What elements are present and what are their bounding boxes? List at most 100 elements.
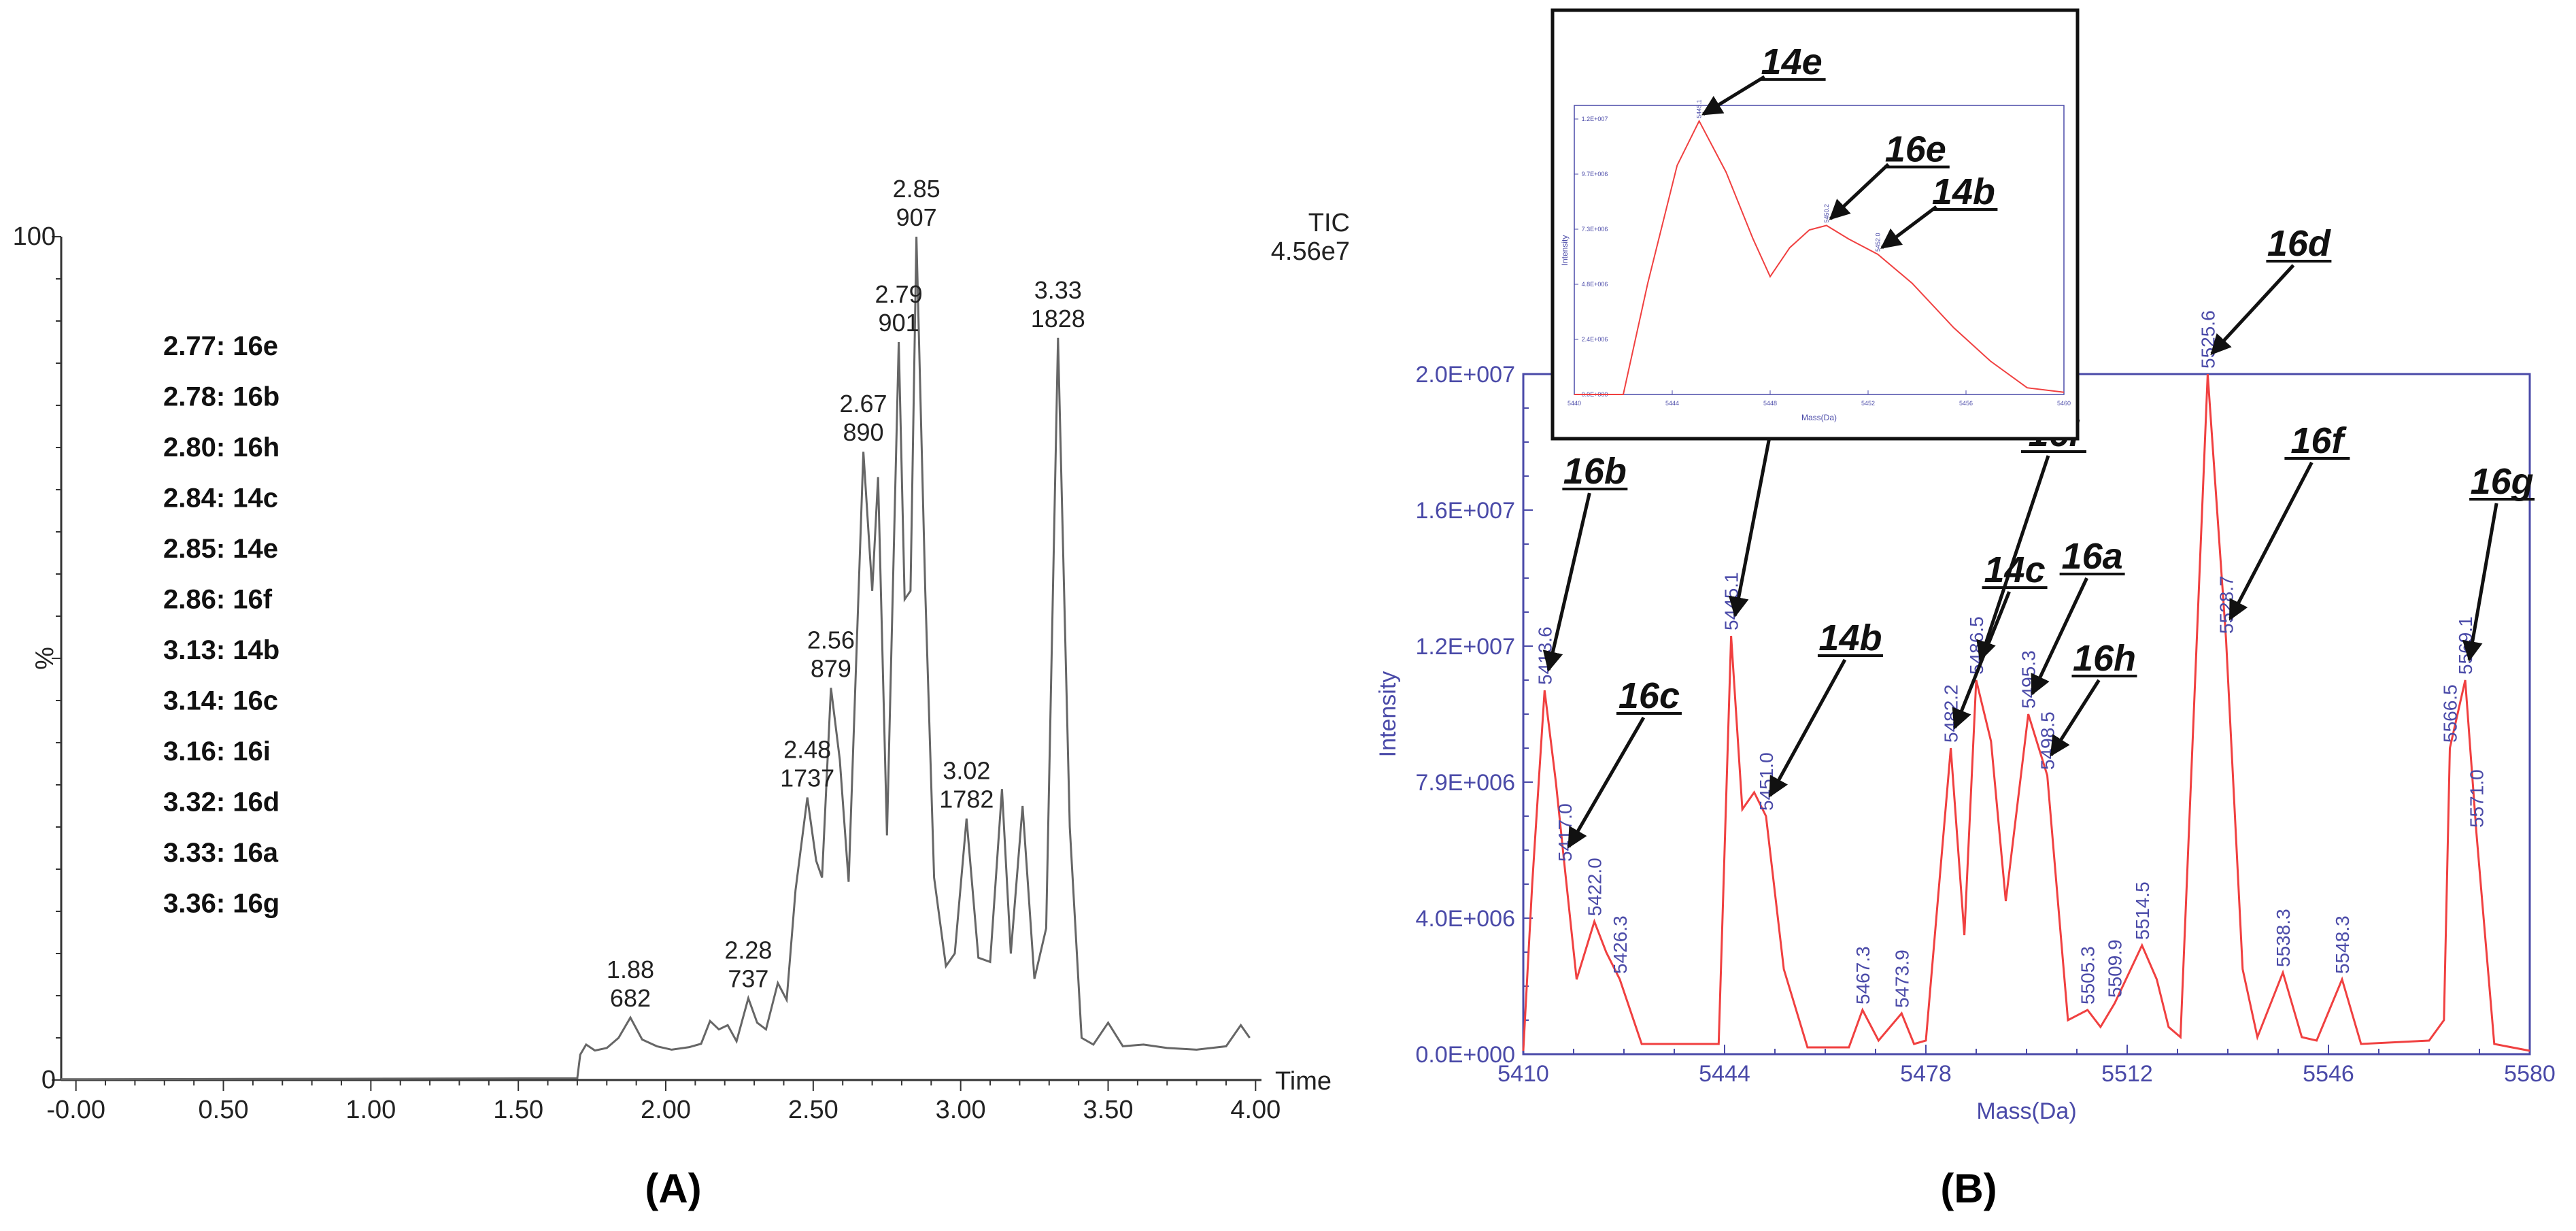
inset-peak-labels: 5445.1 5450.2 5452.0 [1696, 99, 1882, 252]
panel-a-legend-entry: 3.13: 14b [163, 635, 279, 665]
panel-b-annotation-16a: 16a [2031, 536, 2125, 696]
panel-b-mass-spectrum: 0.0E+000 4.0E+006 7.9E+006 1.2E+007 1.6E+007… [1375, 8, 2556, 1211]
inset-peak-label: 5445.1 [1696, 99, 1703, 118]
annotation-arrow [1952, 591, 2011, 730]
panel-a-legend-entry: 2.78: 16b [163, 382, 279, 412]
panel-a-y-ticks [52, 236, 61, 1081]
panel-b-peak-label: 5451.0 [1756, 752, 1777, 811]
panel-b-annotation-16f: 16f [2228, 420, 2350, 621]
panel-b-x-tick-label: 5478 [1900, 1061, 1952, 1087]
panel-a-peak-time: 2.79 [875, 280, 923, 308]
panel-a-peak-time: 2.85 [893, 175, 940, 203]
panel-b-annotation-16b: 16b [1542, 451, 1628, 672]
panel-b-compound-annotations: 16b16c14e14b16i14c16a16h16d16f16g [1542, 223, 2535, 849]
panel-a-peak-time: 3.33 [1034, 276, 1082, 304]
panel-a-peak-time: 2.56 [807, 626, 855, 654]
panel-a-x-tick-label: -0.00 [46, 1096, 105, 1124]
panel-a-y-tick-0: 0 [41, 1066, 56, 1094]
panel-b-x-tick-label: 5546 [2303, 1061, 2354, 1087]
annotation-label: 16h [2073, 638, 2136, 679]
panel-b-peak-label: 5514.5 [2132, 881, 2153, 940]
panel-b-peak-label: 5467.3 [1852, 946, 1874, 1005]
inset-x-tick-label: 5452 [1861, 400, 1875, 407]
panel-b-y-tick-label: 7.9E+006 [1415, 770, 1515, 796]
panel-b-label: (B) [1940, 1166, 1997, 1211]
annotation-arrow [1976, 455, 2050, 662]
panel-b-annotation-16g: 16g [2462, 461, 2535, 662]
annotation-label: 16a [2062, 536, 2123, 577]
annotation-label: 16c [1619, 675, 1680, 716]
inset-x-tick-label: 5456 [1959, 400, 1973, 407]
panel-a-x-label: Time [1275, 1067, 1332, 1096]
panel-a-y-label: % [31, 647, 59, 670]
inset-border [1550, 8, 2080, 441]
panel-b-x-tick-label: 5512 [2101, 1061, 2153, 1087]
panel-a-x-tick-label: 4.00 [1230, 1096, 1281, 1124]
panel-b-peak-label: 5422.0 [1584, 858, 1606, 916]
panel-a-legend-entry: 2.80: 16h [163, 433, 279, 462]
annotation-label: 14e [1761, 41, 1823, 82]
annotation-arrow [2031, 577, 2088, 696]
panel-b-x-label: Mass(Da) [1976, 1098, 2076, 1124]
panel-b-y-tick-label: 2.0E+007 [1415, 362, 1515, 388]
inset-x-label: Mass(Da) [1801, 413, 1837, 422]
panel-a-x-tick-label: 3.50 [1083, 1096, 1134, 1124]
panel-a-peak-time: 1.88 [607, 956, 654, 983]
panel-b-y-label: Intensity [1375, 671, 1401, 758]
panel-b-annotation-16c: 16c [1567, 675, 1682, 849]
panel-a-x-tick-label: 1.50 [493, 1096, 543, 1124]
panel-b-peak-label: 5426.3 [1610, 915, 1631, 974]
panel-b-x-ticks: 5410 5444 5478 5512 5546 5580 [1497, 1045, 2556, 1087]
panel-a-peak-value: 879 [811, 654, 851, 682]
panel-b-y-tick-label: 1.2E+007 [1415, 634, 1515, 660]
panel-a-peak-time: 3.02 [943, 757, 990, 785]
panel-b-peak-label: 5482.2 [1941, 684, 1962, 743]
panel-a-peak-value: 901 [879, 309, 919, 337]
panel-b-x-tick-label: 5410 [1497, 1061, 1549, 1087]
inset-y-tick-label: 1.2E+007 [1582, 116, 1608, 122]
panel-a-y-tick-100: 100 [13, 222, 56, 251]
panel-b-annotation-14b: 14b [1768, 618, 1883, 798]
panel-a-peak-value: 1737 [780, 764, 834, 792]
inset-x-ticks: 5440 5444 5448 5452 5456 5460 [1567, 390, 2071, 407]
inset-annotation-14b: 14b [1880, 171, 1998, 250]
annotation-label: 16d [2267, 223, 2331, 264]
annotation-arrow [1701, 75, 1765, 116]
panel-b-peak-label: 5528.7 [2216, 575, 2237, 634]
panel-b-peak-label: 5498.5 [2037, 711, 2058, 770]
panel-b-peak-label: 5509.9 [2105, 939, 2126, 998]
panel-a-x-tick-label: 2.00 [641, 1096, 691, 1124]
inset-x-tick-label: 5460 [2057, 400, 2071, 407]
annotation-arrow [2462, 503, 2498, 662]
annotation-label: 16g [2471, 461, 2534, 502]
panel-a-x-tick-label: 1.00 [345, 1096, 396, 1124]
inset-plot-frame [1574, 105, 2065, 395]
panel-a-legend-entry: 2.86: 16f [163, 585, 273, 615]
panel-a-tic-label: TIC [1308, 209, 1350, 237]
inset-peak-label: 5452.0 [1874, 233, 1881, 252]
inset-x-tick-label: 5444 [1665, 400, 1679, 407]
panel-a-peak-value: 737 [728, 965, 768, 993]
panel-a-label: (A) [645, 1166, 701, 1211]
panel-b-peak-label: 5505.3 [2078, 946, 2099, 1005]
panel-b-peak-label: 5417.0 [1555, 803, 1576, 862]
panel-a-peak-value: 907 [896, 203, 937, 231]
panel-b-peak-label: 5566.5 [2440, 684, 2461, 743]
panel-a-legend-entry: 3.16: 16i [163, 737, 271, 766]
panel-b-peak-label: 5538.3 [2273, 909, 2294, 967]
panel-b-x-tick-label: 5444 [1699, 1061, 1750, 1087]
inset-x-tick-label: 5448 [1763, 400, 1777, 407]
panel-a-legend-entry: 3.33: 16a [163, 838, 279, 868]
panel-b-y-ticks: 0.0E+000 4.0E+006 7.9E+006 1.2E+007 1.6E+007… [1415, 362, 1533, 1068]
inset-peak-label: 5450.2 [1823, 204, 1830, 223]
panel-b-peak-label: 5525.6 [2197, 310, 2218, 369]
panel-b-y-tick-label: 0.0E+000 [1415, 1042, 1515, 1068]
panel-b-y-tick-label: 4.0E+006 [1415, 906, 1515, 932]
panel-a-x-tick-label: 0.50 [199, 1096, 249, 1124]
panel-a-peak-time: 2.28 [724, 937, 772, 964]
